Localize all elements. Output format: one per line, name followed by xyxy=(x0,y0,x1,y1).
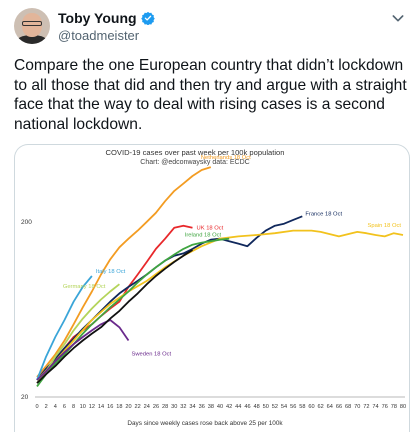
x-tick-label: 54 xyxy=(281,404,287,410)
x-tick-label: 42 xyxy=(226,404,232,410)
x-tick-label: 78 xyxy=(391,404,397,410)
x-tick-label: 40 xyxy=(217,404,223,410)
series-line-ireland xyxy=(36,237,230,387)
chart-title: COVID-19 cases over past week per 100k p… xyxy=(106,148,285,157)
series-label-sweden: Sweden 18 Oct xyxy=(132,352,172,358)
series-line-sweden xyxy=(36,319,130,381)
covid-chart: COVID-19 cases over past week per 100k p… xyxy=(21,148,406,427)
x-tick-label: 2 xyxy=(45,404,48,410)
x-tick-label: 18 xyxy=(116,404,122,410)
author-handle[interactable]: @toadmeister xyxy=(58,28,140,43)
series-line-spain xyxy=(36,229,404,381)
x-tick-label: 48 xyxy=(253,404,259,410)
x-tick-label: 80 xyxy=(400,404,406,410)
series-line-germany xyxy=(36,283,120,384)
x-tick-label: 70 xyxy=(354,404,360,410)
x-tick-label: 38 xyxy=(208,404,214,410)
x-tick-label: 52 xyxy=(272,404,278,410)
series-label-ireland: Ireland 18 Oct xyxy=(185,233,222,239)
x-tick-label: 6 xyxy=(63,404,66,410)
series-label-france: France 18 Oct xyxy=(305,211,342,217)
chart-subtitle: Chart: @edconwaysky data: ECDC xyxy=(140,159,249,166)
x-tick-label: 10 xyxy=(80,404,86,410)
y-tick-label: 200 xyxy=(21,219,32,226)
avatar[interactable] xyxy=(14,8,50,44)
x-axis-label: Days since weekly cases rose back above … xyxy=(127,420,283,427)
x-tick-label: 30 xyxy=(171,404,177,410)
x-tick-label: 34 xyxy=(189,404,195,410)
x-tick-label: 32 xyxy=(180,404,186,410)
series-label-netherlands: Netherlands 18 Oct xyxy=(201,155,251,161)
x-tick-label: 56 xyxy=(290,404,296,410)
x-tick-label: 8 xyxy=(72,404,75,410)
x-tick-label: 50 xyxy=(263,404,269,410)
x-tick-label: 36 xyxy=(199,404,205,410)
x-tick-label: 46 xyxy=(244,404,250,410)
x-tick-label: 20 xyxy=(125,404,131,410)
y-tick-label: 20 xyxy=(21,394,29,401)
x-tick-label: 16 xyxy=(107,404,113,410)
x-tick-label: 4 xyxy=(54,404,57,410)
series-line-italy xyxy=(36,275,93,381)
x-tick-label: 28 xyxy=(162,404,168,410)
avatar-glasses xyxy=(22,21,42,26)
x-tick-label: 60 xyxy=(308,404,314,410)
verified-badge-icon xyxy=(140,11,155,25)
tweet-text: Compare the one European country that di… xyxy=(14,57,407,133)
x-tick-label: 26 xyxy=(153,404,159,410)
x-tick-label: 68 xyxy=(345,404,351,410)
tweet-media[interactable]: COVID-19 cases over past week per 100k p… xyxy=(14,144,410,432)
x-tick-label: 74 xyxy=(372,404,378,410)
series-line-netherlands xyxy=(36,166,212,378)
author-line: Toby Young xyxy=(58,10,155,26)
series-label-germany: Germany 18 Oct xyxy=(63,284,106,290)
series-label-uk: UK 18 Oct xyxy=(197,226,224,232)
x-tick-label: 24 xyxy=(144,404,150,410)
x-tick-label: 14 xyxy=(98,404,104,410)
x-tick-label: 66 xyxy=(336,404,342,410)
series-label-spain: Spain 18 Oct xyxy=(367,223,401,229)
x-tick-label: 0 xyxy=(35,404,38,410)
avatar-shirt xyxy=(16,35,48,44)
x-tick-label: 64 xyxy=(327,404,333,410)
chevron-down-icon[interactable] xyxy=(390,10,406,26)
x-tick-label: 12 xyxy=(89,404,95,410)
x-tick-label: 76 xyxy=(382,404,388,410)
x-tick-label: 22 xyxy=(135,404,141,410)
series-line-unlabeled xyxy=(36,249,193,384)
author-name[interactable]: Toby Young xyxy=(58,10,137,26)
x-tick-label: 72 xyxy=(363,404,369,410)
x-tick-label: 62 xyxy=(318,404,324,410)
x-tick-label: 58 xyxy=(299,404,305,410)
x-tick-label: 44 xyxy=(235,404,241,410)
series-label-italy: Italy 18 Oct xyxy=(96,269,126,275)
